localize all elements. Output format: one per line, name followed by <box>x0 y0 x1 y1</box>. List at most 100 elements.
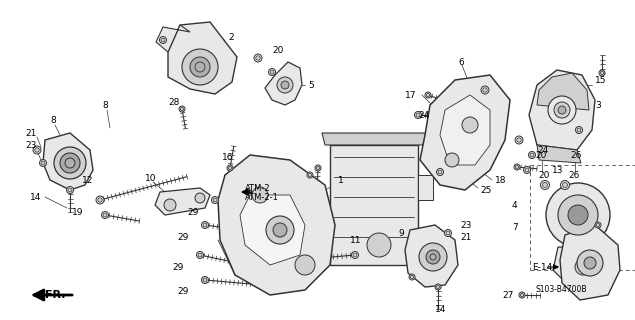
Circle shape <box>436 285 439 289</box>
Circle shape <box>546 183 610 247</box>
Text: 5: 5 <box>308 81 314 90</box>
Polygon shape <box>529 70 595 150</box>
Text: 26: 26 <box>570 150 582 159</box>
Text: 7: 7 <box>512 222 518 231</box>
Polygon shape <box>322 133 426 145</box>
Text: ATM-2: ATM-2 <box>245 183 271 193</box>
Circle shape <box>179 106 185 112</box>
Circle shape <box>227 165 233 171</box>
Circle shape <box>229 166 232 170</box>
Circle shape <box>409 274 415 280</box>
Circle shape <box>295 255 315 275</box>
Text: 16: 16 <box>222 153 234 162</box>
Circle shape <box>575 126 582 133</box>
Circle shape <box>256 56 260 60</box>
Text: 20: 20 <box>538 171 549 180</box>
Circle shape <box>554 102 570 118</box>
Circle shape <box>426 93 430 97</box>
Text: 20: 20 <box>535 150 546 159</box>
Circle shape <box>577 128 581 132</box>
Circle shape <box>542 182 547 188</box>
Text: 17: 17 <box>405 91 417 100</box>
Circle shape <box>563 182 568 188</box>
Circle shape <box>315 165 321 171</box>
Circle shape <box>353 253 357 257</box>
Text: 29: 29 <box>177 233 189 242</box>
Circle shape <box>41 161 45 165</box>
Circle shape <box>98 198 102 202</box>
Circle shape <box>159 36 166 44</box>
Circle shape <box>196 252 203 259</box>
Circle shape <box>596 223 599 227</box>
Polygon shape <box>330 145 418 265</box>
Circle shape <box>481 86 489 94</box>
Text: 4: 4 <box>512 201 518 210</box>
Circle shape <box>514 164 520 170</box>
Circle shape <box>558 195 598 235</box>
Circle shape <box>436 169 443 175</box>
Circle shape <box>270 70 274 74</box>
Circle shape <box>599 70 605 76</box>
Circle shape <box>410 275 413 279</box>
Circle shape <box>309 173 312 177</box>
Circle shape <box>584 257 596 269</box>
Circle shape <box>515 136 523 144</box>
Text: 18: 18 <box>495 175 507 185</box>
Circle shape <box>182 49 218 85</box>
Text: 21: 21 <box>25 129 36 138</box>
Circle shape <box>462 117 478 133</box>
Text: 15: 15 <box>595 76 606 84</box>
Circle shape <box>523 166 530 173</box>
Circle shape <box>254 54 262 62</box>
Text: 2: 2 <box>228 33 234 42</box>
Text: 25: 25 <box>480 186 491 195</box>
Polygon shape <box>168 22 237 94</box>
Circle shape <box>180 107 184 111</box>
Circle shape <box>67 187 74 194</box>
Text: E-14: E-14 <box>532 262 552 271</box>
Polygon shape <box>537 73 589 110</box>
Circle shape <box>525 168 529 172</box>
Circle shape <box>367 233 391 257</box>
Polygon shape <box>240 195 305 265</box>
Text: 24: 24 <box>418 110 429 119</box>
Circle shape <box>575 259 591 275</box>
Circle shape <box>577 250 603 276</box>
Text: 23: 23 <box>460 220 471 229</box>
Circle shape <box>211 196 218 204</box>
Text: 8: 8 <box>50 116 56 124</box>
Circle shape <box>54 147 86 179</box>
Polygon shape <box>405 225 458 287</box>
Text: 23: 23 <box>25 140 36 149</box>
Circle shape <box>266 216 294 244</box>
Circle shape <box>416 113 420 117</box>
Circle shape <box>530 153 534 157</box>
Polygon shape <box>218 155 335 295</box>
Circle shape <box>190 57 210 77</box>
Circle shape <box>595 222 601 228</box>
Circle shape <box>540 180 549 189</box>
Circle shape <box>483 88 487 92</box>
Polygon shape <box>155 188 210 215</box>
Circle shape <box>195 193 205 203</box>
Polygon shape <box>156 25 190 52</box>
Text: 28: 28 <box>168 98 179 107</box>
Circle shape <box>430 254 436 260</box>
Circle shape <box>273 223 287 237</box>
Text: 12: 12 <box>82 175 93 185</box>
Text: FR.: FR. <box>45 290 65 300</box>
Text: 14: 14 <box>30 193 41 202</box>
Circle shape <box>561 180 570 189</box>
Polygon shape <box>418 175 433 200</box>
Text: 20: 20 <box>272 45 283 54</box>
Circle shape <box>419 243 447 271</box>
Text: 8: 8 <box>102 100 108 109</box>
Text: 29: 29 <box>187 207 198 217</box>
Polygon shape <box>43 133 93 190</box>
Text: 29: 29 <box>177 287 189 297</box>
Circle shape <box>164 199 176 211</box>
Circle shape <box>415 111 422 118</box>
Circle shape <box>548 96 576 124</box>
Polygon shape <box>553 247 608 285</box>
Circle shape <box>269 68 276 76</box>
